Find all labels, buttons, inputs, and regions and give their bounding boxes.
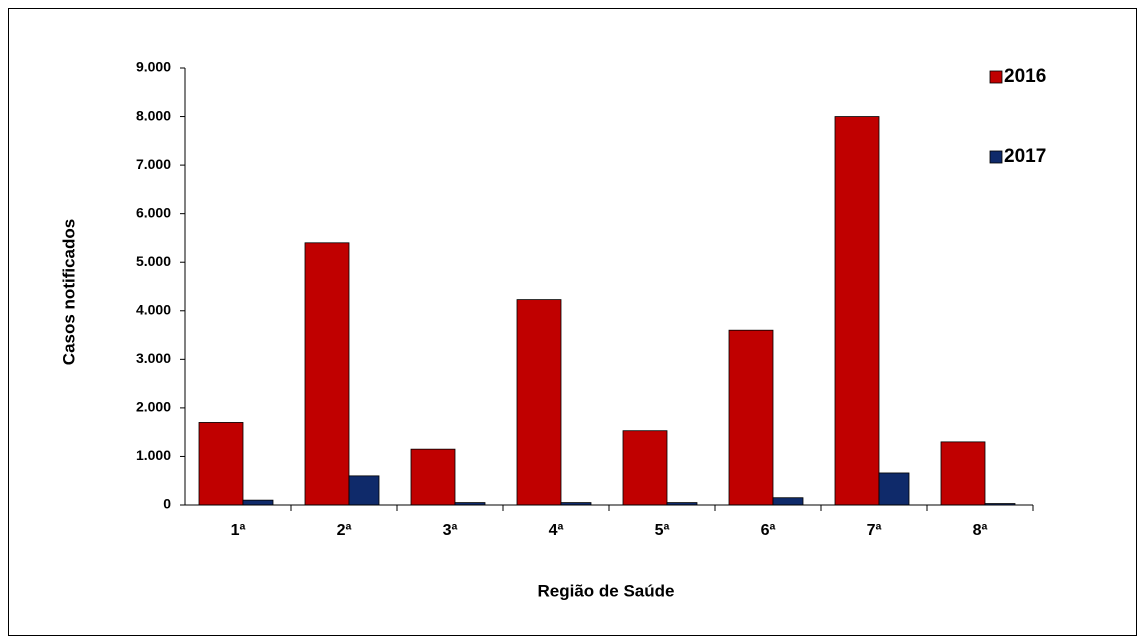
legend-label: 2017 xyxy=(1004,146,1046,167)
x-tick-label: 5ª xyxy=(655,522,670,539)
y-axis-title: Casos notificados xyxy=(59,219,78,365)
legend-label: 2016 xyxy=(1004,66,1046,87)
bar xyxy=(878,472,910,506)
bar xyxy=(242,499,274,506)
legend-swatch xyxy=(989,150,1003,164)
y-tick-label: 1.000 xyxy=(136,447,171,463)
y-tick-label: 0 xyxy=(163,496,171,512)
chart-border xyxy=(8,8,1137,636)
bar xyxy=(622,430,668,506)
bar xyxy=(728,329,774,506)
x-tick-label: 1ª xyxy=(231,522,246,539)
bar xyxy=(348,475,380,506)
bar xyxy=(834,116,880,506)
y-tick-label: 3.000 xyxy=(136,350,171,366)
y-tick-label: 6.000 xyxy=(136,204,171,220)
bar xyxy=(198,422,244,506)
bar xyxy=(772,497,804,506)
legend-swatch xyxy=(989,70,1003,84)
x-tick-label: 4ª xyxy=(549,522,564,539)
x-tick-label: 6ª xyxy=(761,522,776,539)
x-tick-label: 8ª xyxy=(973,522,988,539)
y-tick-label: 9.000 xyxy=(136,59,171,75)
y-tick-label: 2.000 xyxy=(136,399,171,415)
y-tick-label: 8.000 xyxy=(136,107,171,123)
y-tick-label: 4.000 xyxy=(136,301,171,317)
y-tick-label: 5.000 xyxy=(136,253,171,269)
bar xyxy=(940,441,986,506)
y-tick-label: 7.000 xyxy=(136,156,171,172)
bar xyxy=(304,242,350,506)
x-tick-label: 3ª xyxy=(443,522,458,539)
bar xyxy=(516,299,562,506)
x-tick-label: 7ª xyxy=(867,522,882,539)
x-tick-label: 2ª xyxy=(337,522,352,539)
bar xyxy=(410,448,456,506)
x-axis-title: Região de Saúde xyxy=(538,581,675,600)
